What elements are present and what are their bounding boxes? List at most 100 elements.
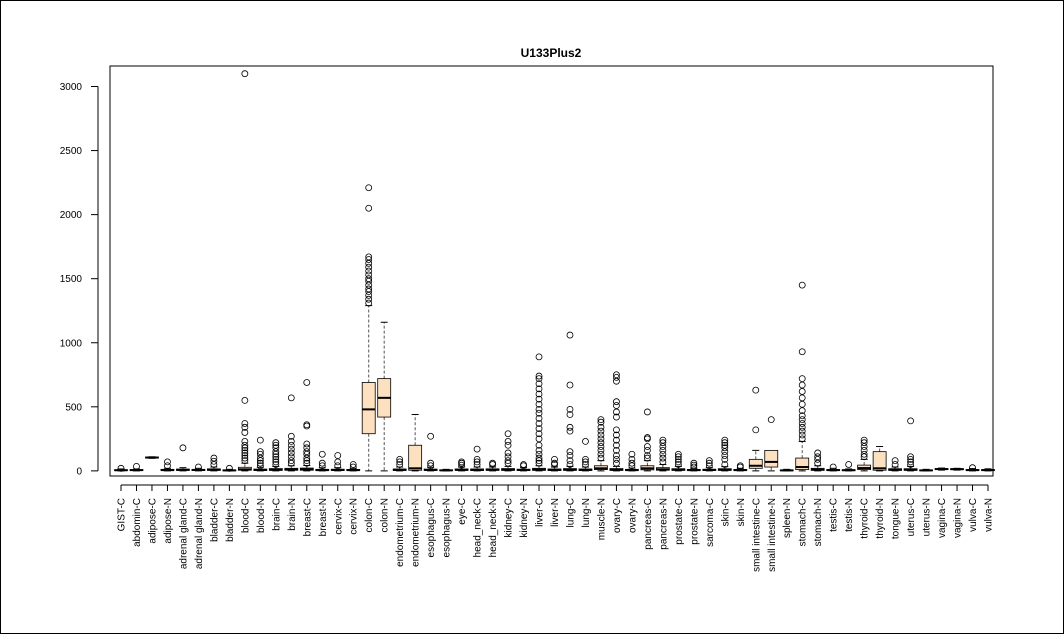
outlier-point (613, 371, 620, 379)
box-34 (640, 408, 655, 472)
outlier-point (597, 418, 605, 426)
outlier-point (535, 420, 543, 427)
outlier-point (798, 427, 806, 435)
outlier-point (535, 380, 543, 388)
outlier-point (365, 299, 373, 307)
box-6 (206, 454, 221, 472)
outlier-point (860, 439, 868, 447)
outlier-point (427, 459, 435, 467)
outlier-point (365, 259, 373, 267)
outlier-point (535, 454, 543, 462)
outlier-point (907, 455, 914, 463)
outlier-point (659, 458, 667, 466)
box-8 (237, 70, 252, 472)
outlier-point (535, 414, 543, 422)
outlier-point (241, 397, 249, 404)
box-36 (671, 450, 686, 472)
outlier-point (334, 462, 342, 470)
x-tick-label: kidney-N (519, 498, 530, 537)
outlier-point (396, 458, 404, 466)
box-35 (655, 436, 670, 472)
outlier-point (613, 402, 620, 409)
outlier-point (613, 436, 620, 444)
outlier-point (613, 408, 620, 416)
outlier-point (582, 438, 589, 445)
outlier-point (241, 420, 249, 427)
x-tick-label: adrenal gland-C (178, 498, 189, 569)
outlier-point (535, 395, 543, 403)
outlier-point (721, 452, 729, 459)
outlier-point (613, 441, 620, 449)
outlier-point (721, 441, 729, 449)
x-tick-label: adrenal gland-N (194, 498, 205, 569)
outlier-point (504, 457, 512, 465)
box-26 (516, 461, 531, 472)
x-tick-label: pancreas-C (643, 498, 654, 550)
outlier-point (659, 454, 667, 462)
outlier-point (318, 459, 326, 467)
box-13 (315, 450, 330, 472)
x-tick-label: testis-C (829, 498, 840, 532)
outlier-point (767, 416, 775, 424)
outlier-point (860, 446, 868, 454)
outlier-point (597, 435, 605, 443)
x-tick-label: head_neck-C (473, 498, 484, 557)
outlier-point (582, 461, 589, 468)
outlier-point (690, 459, 698, 467)
outlier-point (504, 449, 512, 457)
outlier-point (520, 461, 527, 468)
outlier-point (256, 436, 264, 444)
outlier-point (179, 444, 187, 452)
outlier-point (674, 461, 682, 468)
outlier-point (303, 440, 311, 448)
outlier-point (721, 444, 729, 452)
outlier-point (535, 459, 543, 467)
x-tick-label: muscle-N (596, 498, 607, 540)
box-56 (981, 468, 995, 472)
y-tick-label: 1500 (60, 274, 83, 285)
box-51 (903, 417, 918, 472)
box-38 (702, 457, 717, 472)
outlier-point (643, 454, 651, 462)
iqr-box (408, 444, 423, 471)
outlier-point (365, 271, 373, 279)
outlier-point (907, 458, 914, 466)
outlier-point (287, 394, 295, 402)
outlier-point (365, 285, 373, 293)
box-52 (919, 468, 933, 472)
chart-title: U133Plus2 (521, 46, 582, 60)
outlier-point (736, 462, 744, 470)
outlier-point (814, 449, 822, 457)
x-tick-label: lung-C (565, 498, 576, 527)
x-tick-label: spleen-N (782, 498, 793, 538)
plot-area-border (109, 65, 994, 477)
y-axis: 0 500 1000 1500 2000 2500 3000 (60, 82, 99, 477)
outlier-point (860, 443, 868, 450)
x-tick-label: ovary-N (627, 498, 638, 533)
box-29 (563, 331, 577, 472)
outlier-point (690, 461, 698, 469)
outlier-point (798, 420, 806, 427)
outlier-point (535, 441, 543, 449)
x-tick-label: esophagus-N (442, 498, 453, 557)
x-tick-label: skin-N (736, 498, 747, 526)
box-19 (408, 414, 423, 472)
outlier-point (256, 454, 264, 462)
box-12 (299, 379, 314, 472)
outlier-point (365, 267, 373, 275)
outlier-point (241, 457, 249, 465)
outlier-point (814, 459, 822, 467)
outlier-point (210, 457, 218, 465)
x-tick-label: kidney-C (504, 498, 515, 537)
outlier-point (256, 462, 264, 470)
outlier-point (798, 375, 806, 383)
outlier-point (272, 448, 280, 456)
x-tick-label: abdomin-C (132, 498, 143, 547)
outlier-point (643, 452, 651, 459)
outlier-point (241, 454, 249, 462)
outlier-point (798, 431, 806, 439)
x-tick-label: breast-N (318, 498, 329, 536)
outlier-point (272, 441, 280, 449)
outlier-point (798, 394, 806, 402)
box-50 (888, 457, 903, 472)
